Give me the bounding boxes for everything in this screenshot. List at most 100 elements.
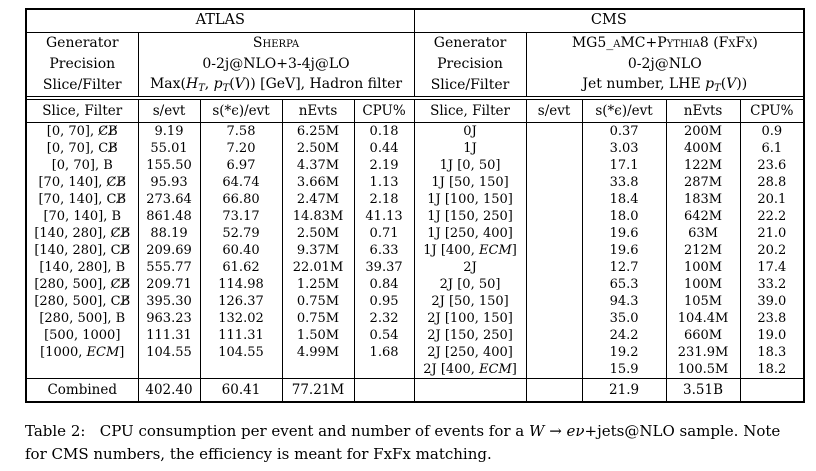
text-segment: eν xyxy=(566,422,585,440)
data-cell xyxy=(525,225,583,242)
data-cell: 1J [50, 150] xyxy=(413,174,527,191)
data-cell: 14.83M xyxy=(281,208,354,225)
data-cell: 18.2 xyxy=(739,361,805,379)
data-cell: 1.50M xyxy=(281,327,354,344)
data-cell: 963.23 xyxy=(137,310,200,327)
data-cell: 287M xyxy=(665,174,741,191)
ecm-label: ECM xyxy=(479,361,512,377)
data-cell: 2J [250, 400] xyxy=(413,344,527,361)
atlas-generator-label: Generator xyxy=(45,35,119,52)
table-row: [140, 280], CB̸ 209.69 60.40 9.37M 6.33 1J [4… xyxy=(26,242,805,259)
table-row: [280, 500], C̸B̸ 209.71 114.98 1.25M 0.84 2J … xyxy=(26,276,805,293)
text-segment: p xyxy=(213,76,223,93)
data-cell: 183M xyxy=(665,191,741,208)
data-cell: 114.98 xyxy=(199,276,282,293)
precision-row: Precision 0-2j@NLO+3-4j@LO Precision 0-2… xyxy=(26,54,805,75)
cms-slice-filter-value: Jet number, LHE pT(V)) xyxy=(525,75,805,97)
text-segment: Table 2: xyxy=(25,422,100,440)
data-cell: 2.19 xyxy=(353,157,415,174)
column-header: s/evt xyxy=(525,99,583,123)
text-segment: ( xyxy=(720,76,727,93)
cms-slice-filter-label: Slice/Filter xyxy=(413,75,527,97)
data-cell: 41.13 xyxy=(353,208,415,225)
combined-cell: 402.40 xyxy=(137,378,200,402)
data-cell: 1J [100, 150] xyxy=(413,191,527,208)
data-cell: [280, 500], C̸B̸ xyxy=(34,276,131,292)
data-cell: [500, 1000] xyxy=(44,327,121,343)
table-row: [70, 140], B 861.48 73.17 14.83M 41.13 1J [15… xyxy=(26,208,805,225)
combined-cell: 60.41 xyxy=(199,378,282,402)
data-cell: [0, 70], B xyxy=(51,157,113,173)
data-cell: 24.2 xyxy=(581,327,667,344)
data-cell: 1J [150, 250] xyxy=(413,208,527,225)
data-cell: 660M xyxy=(665,327,741,344)
data-cell: 104.4M xyxy=(665,310,741,327)
data-cell: 3.66M xyxy=(281,174,354,191)
data-cell: 19.6 xyxy=(581,242,667,259)
data-cell: 212M xyxy=(665,242,741,259)
data-cell: 3.03 xyxy=(581,140,667,157)
data-cell: 126.37 xyxy=(199,293,282,310)
data-cell: 2.18 xyxy=(353,191,415,208)
data-cell: 20.1 xyxy=(739,191,805,208)
data-cell: [0, 70], C̸B̸ xyxy=(46,123,118,139)
atlas-title: ATLAS xyxy=(26,9,415,33)
combined-cell: 77.21M xyxy=(281,378,354,402)
data-cell: 4.37M xyxy=(281,157,354,174)
data-cell: 23.6 xyxy=(739,157,805,174)
data-cell xyxy=(353,361,415,379)
combined-row: Combined 402.40 60.41 77.21M 21.9 3.51B xyxy=(26,378,805,402)
data-cell: 73.17 xyxy=(199,208,282,225)
data-cell: 209.69 xyxy=(137,242,200,259)
data-cell: 7.58 xyxy=(199,122,282,140)
data-cell: 6.25M xyxy=(281,122,354,140)
data-cell: 6.97 xyxy=(199,157,282,174)
data-cell: [140, 280], CB̸ xyxy=(34,242,131,258)
data-cell: 35.0 xyxy=(581,310,667,327)
data-cell: 64.74 xyxy=(199,174,282,191)
data-cell: 19.2 xyxy=(581,344,667,361)
table-row: [70, 140], CB̸ 273.64 66.80 2.47M 2.18 1J [10… xyxy=(26,191,805,208)
text-segment: Max( xyxy=(149,76,186,93)
combined-cell: 3.51B xyxy=(665,378,741,402)
text-segment: p xyxy=(705,76,715,93)
data-cell: 39.0 xyxy=(739,293,805,310)
data-cell: [70, 140], CB̸ xyxy=(38,191,127,207)
data-cell: 39.37 xyxy=(353,259,415,276)
ecm-label: ECM xyxy=(479,242,512,258)
data-cell: 1.13 xyxy=(353,174,415,191)
data-cell: 0.75M xyxy=(281,293,354,310)
data-cell: 0.18 xyxy=(353,122,415,140)
data-cell: 17.4 xyxy=(739,259,805,276)
data-cell: 2.32 xyxy=(353,310,415,327)
data-cell xyxy=(525,361,583,379)
table-row: [280, 500], CB̸ 395.30 126.37 0.75M 0.95 2J [… xyxy=(26,293,805,310)
column-header: s(*ϵ)/evt xyxy=(199,99,282,123)
column-header: nEvts xyxy=(665,99,741,123)
data-cell: 100M xyxy=(665,276,741,293)
text-segment: V xyxy=(234,76,245,93)
data-cell: 111.31 xyxy=(199,327,282,344)
cms-precision-value: 0-2j@NLO xyxy=(525,54,805,75)
column-header: s/evt xyxy=(137,99,200,123)
data-cell: 555.77 xyxy=(137,259,200,276)
data-cell: [280, 500], B xyxy=(39,310,126,326)
atlas-precision-value: 0-2j@NLO+3-4j@LO xyxy=(137,54,415,75)
data-cell: 0.44 xyxy=(353,140,415,157)
combined-cell: Combined xyxy=(26,378,138,402)
data-cell xyxy=(525,208,583,225)
text-segment: → xyxy=(544,422,567,440)
text-segment: W xyxy=(529,422,545,440)
data-cell: 273.64 xyxy=(137,191,200,208)
data-cell: 23.8 xyxy=(739,310,805,327)
data-cell xyxy=(525,344,583,361)
data-cell: 28.8 xyxy=(739,174,805,191)
data-cell: 2.50M xyxy=(281,225,354,242)
data-cell: 6.1 xyxy=(739,140,805,157)
table-row: [280, 500], B 963.23 132.02 0.75M 2.32 2J [10… xyxy=(26,310,805,327)
data-cell: 155.50 xyxy=(137,157,200,174)
text-segment: CPU consumption per event and number of … xyxy=(99,422,530,440)
data-cell: 61.62 xyxy=(199,259,282,276)
data-cell: 7.20 xyxy=(199,140,282,157)
